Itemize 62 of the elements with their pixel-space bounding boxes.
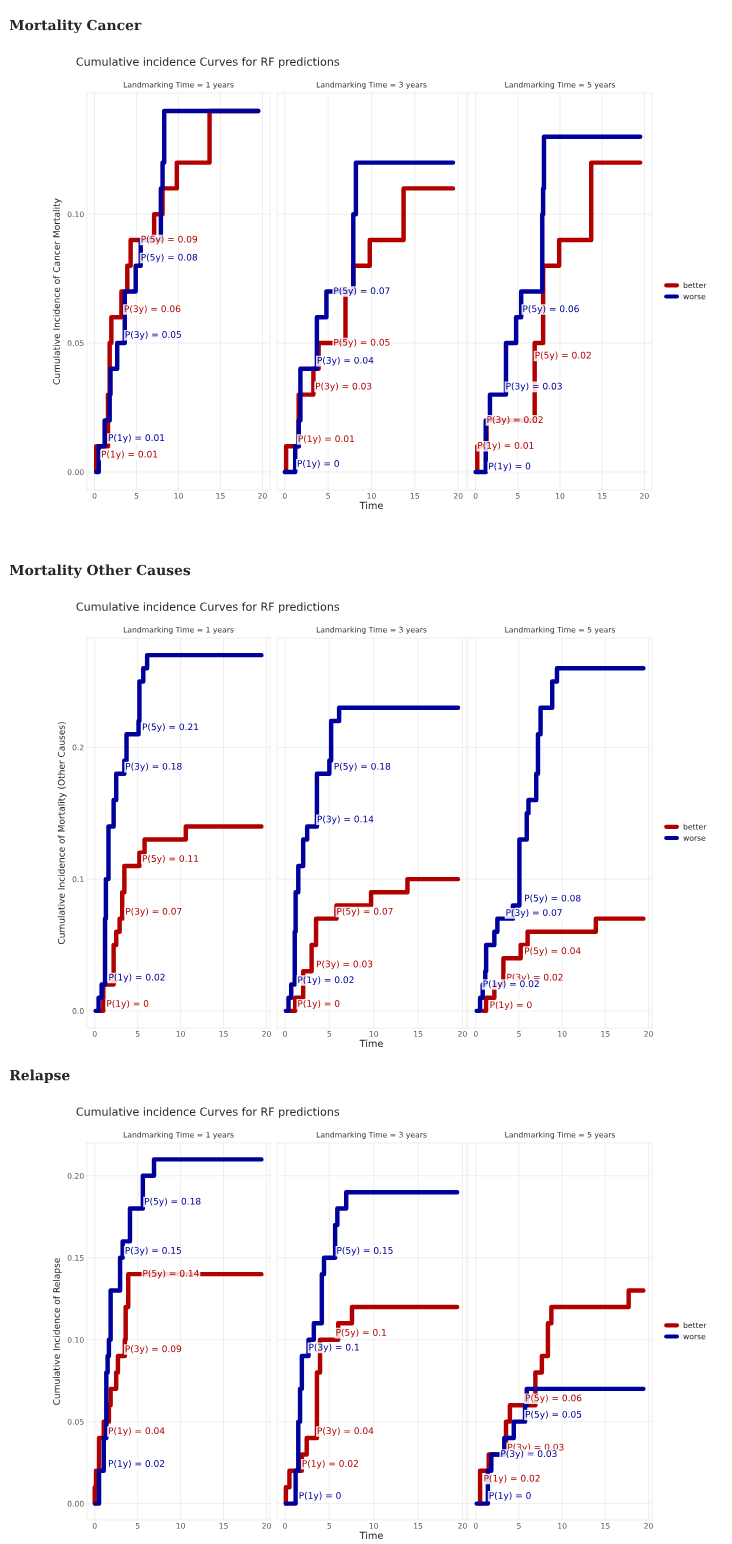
annotation: P(5y) = 0.18: [334, 762, 391, 772]
annotation: P(3y) = 0.07: [506, 909, 562, 918]
annotation: P(1y) = 0.02: [302, 1459, 358, 1469]
annotation: P(5y) = 0.11: [142, 854, 199, 864]
annotation: P(5y) = 0.08: [525, 894, 581, 904]
annotation: P(1y) = 0: [489, 1491, 531, 1501]
annotation: P(1y) = 0: [107, 999, 149, 1009]
annotation: P(3y) = 0.18: [126, 762, 182, 772]
annotation: P(3y) = 0.09: [125, 1345, 182, 1354]
annotation: P(1y) = 0.04: [108, 1427, 165, 1436]
annotation: P(3y) = 0.14: [317, 815, 374, 825]
text: Mortality Cancer: [9, 19, 142, 34]
y-axis-title: Cumulative Incidence of Mortality (Other Causes): [57, 722, 67, 945]
annotation: P(5y) = 0.04: [525, 947, 581, 956]
annotation: P(1y) = 0.02: [109, 973, 165, 983]
y-axis-title: Cumulative Incidence of Cancer Mortality: [52, 198, 62, 385]
x-axis-title: Time: [359, 1039, 383, 1048]
annotation: P(3y) = 0.02: [487, 416, 543, 425]
x-axis-title: Time: [359, 501, 383, 510]
annotation: P(3y) = 0.07: [126, 907, 182, 917]
annotation: P(5y) = 0.06: [525, 1394, 582, 1404]
annotation: P(5y) = 0.21: [142, 723, 199, 732]
annotation: P(1y) = 0: [299, 1491, 341, 1501]
annotation: P(5y) = 0.18: [145, 1197, 201, 1207]
annotation: P(5y) = 0.07: [337, 907, 393, 917]
annotation: P(3y) = 0.15: [125, 1246, 181, 1256]
chart-title: Cumulative incidence Curves for RF predictions: [76, 602, 340, 613]
annotation: P(5y) = 0.07: [334, 287, 390, 296]
annotation: P(5y) = 0.02: [535, 351, 591, 361]
annotation: P(5y) = 0.09: [141, 235, 198, 245]
annotation: P(3y) = 0.03: [316, 382, 372, 392]
annotation: P(5y) = 0.05: [334, 338, 390, 348]
annotation: P(1y) = 0: [298, 999, 340, 1009]
chart-title: Cumulative incidence Curves for RF predictions: [76, 1107, 340, 1118]
annotation: P(5y) = 0.08: [141, 253, 198, 263]
annotation: P(1y) = 0: [297, 459, 339, 469]
x-axis-title: Time: [359, 1531, 383, 1540]
annotation: P(5y) = 0.06: [523, 305, 579, 314]
annotation: P(1y) = 0.02: [298, 976, 354, 985]
annotation: P(1y) = 0.01: [101, 450, 158, 460]
annotation: P(5y) = 0.1: [336, 1328, 386, 1338]
annotation: P(3y) = 0.04: [317, 1427, 374, 1436]
annotation: P(3y) = 0.03: [316, 960, 373, 970]
annotation: P(1y) = 0.02: [108, 1459, 165, 1469]
annotation: P(3y) = 0.1: [309, 1343, 359, 1353]
annotation: P(1y) = 0.01: [108, 434, 165, 443]
annotation: P(3y) = 0.03: [506, 382, 562, 392]
annotation: P(5y) = 0.15: [337, 1246, 393, 1256]
annotation: P(3y) = 0.04: [317, 356, 374, 366]
annotation: P(3y) = 0.06: [124, 305, 181, 314]
annotation: P(1y) = 0.01: [478, 441, 534, 451]
annotation: P(1y) = 0.01: [298, 435, 354, 444]
y-axis-title: Cumulative Incidence of Relapse: [52, 1258, 62, 1405]
annotation: P(3y) = 0.05: [125, 330, 181, 340]
annotation: P(1y) = 0: [489, 462, 531, 472]
text: Relapse: [9, 1069, 70, 1084]
annotation: P(1y) = 0: [490, 1001, 532, 1010]
text: Mortality Other Causes: [9, 564, 191, 579]
annotation: P(1y) = 0.02: [484, 1474, 540, 1484]
chart-title: Cumulative incidence Curves for RF predictions: [76, 57, 340, 68]
annotation: P(5y) = 0.14: [143, 1269, 199, 1279]
annotation: P(5y) = 0.05: [525, 1410, 582, 1420]
